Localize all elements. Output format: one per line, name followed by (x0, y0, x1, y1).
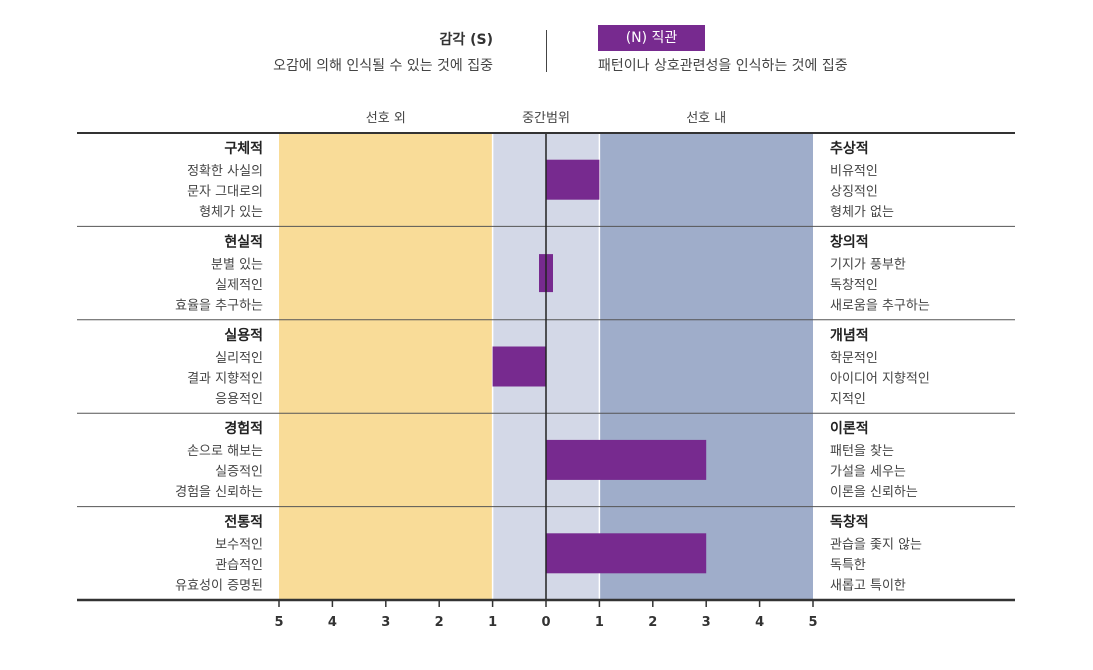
row-left-desc: 경험을 신뢰하는 (175, 485, 263, 500)
zone-label-inside: 선호 내 (686, 111, 726, 126)
sensing-subtitle: 오감에 의해 인식될 수 있는 것에 집중 (273, 58, 493, 74)
tick-label: 5 (808, 615, 817, 630)
bar (492, 346, 546, 387)
row-right-title: 이론적 (830, 420, 869, 437)
row-right-desc: 상징적인 (830, 185, 878, 200)
header-divider (546, 30, 547, 72)
zone-label-middle: 중간범위 (522, 111, 570, 126)
zone-outside (279, 133, 493, 600)
row-right-desc: 학문적인 (830, 351, 878, 366)
row-left-desc: 실제적인 (215, 278, 263, 293)
row-left-desc: 손으로 해보는 (187, 444, 263, 459)
sensing-title: 감각 (S) (439, 32, 493, 48)
row-right-title: 독창적 (830, 514, 869, 531)
row-right-desc: 이론을 신뢰하는 (830, 485, 918, 500)
tick-label: 3 (702, 615, 711, 630)
tick-label: 4 (328, 615, 337, 630)
tick-label: 4 (755, 615, 764, 630)
row-left-desc: 유효성이 증명된 (175, 579, 263, 594)
row-right-desc: 기지가 풍부한 (830, 257, 906, 272)
row-right-desc: 패턴을 찾는 (830, 444, 894, 459)
row-left-desc: 형체가 있는 (199, 205, 263, 220)
row-left-desc: 실증적인 (215, 465, 263, 480)
intuition-title-badge: (N) 직관 (598, 25, 705, 51)
row-left-title: 전통적 (224, 514, 263, 531)
bar (546, 439, 707, 480)
row-right-title: 개념적 (830, 327, 869, 344)
zone-label-outside: 선호 외 (366, 111, 406, 126)
bar (546, 159, 600, 200)
tick-label: 1 (595, 615, 604, 630)
row-right-desc: 관습을 좇지 않는 (830, 538, 922, 553)
intuition-subtitle: 패턴이나 상호관련성을 인식하는 것에 집중 (598, 58, 848, 74)
row-right-desc: 독창적인 (830, 278, 878, 293)
row-left-desc: 결과 지향적인 (187, 371, 263, 386)
row-right-desc: 새로움을 추구하는 (830, 298, 930, 313)
row-right-desc: 새롭고 특이한 (830, 579, 906, 594)
row-left-desc: 관습적인 (215, 558, 263, 573)
row-left-title: 경험적 (224, 420, 263, 437)
tick-label: 2 (435, 615, 444, 630)
row-right-desc: 아이디어 지향적인 (830, 371, 930, 386)
tick-label: 5 (274, 615, 283, 630)
row-left-desc: 정확한 사실의 (187, 164, 263, 179)
row-right-title: 추상적 (830, 140, 869, 157)
row-left-desc: 효율을 추구하는 (175, 298, 263, 313)
row-right-desc: 비유적인 (830, 164, 878, 179)
tick-label: 1 (488, 615, 497, 630)
row-left-title: 현실적 (224, 233, 263, 250)
row-left-desc: 분별 있는 (211, 257, 263, 272)
row-right-desc: 가설을 세우는 (830, 465, 906, 480)
row-right-title: 창의적 (830, 233, 869, 250)
row-left-desc: 실리적인 (215, 351, 263, 366)
row-left-desc: 문자 그대로의 (187, 185, 263, 200)
row-left-title: 실용적 (224, 327, 263, 344)
row-right-desc: 지적인 (830, 392, 866, 407)
tick-label: 0 (541, 615, 550, 630)
zone-inside (599, 133, 813, 600)
row-left-desc: 응용적인 (215, 392, 263, 407)
row-left-desc: 보수적인 (215, 538, 263, 553)
row-right-desc: 독특한 (830, 558, 866, 573)
tick-label: 2 (648, 615, 657, 630)
tick-label: 3 (381, 615, 390, 630)
row-left-title: 구체적 (224, 140, 263, 157)
bar (546, 533, 707, 574)
row-right-desc: 형체가 없는 (830, 205, 894, 220)
